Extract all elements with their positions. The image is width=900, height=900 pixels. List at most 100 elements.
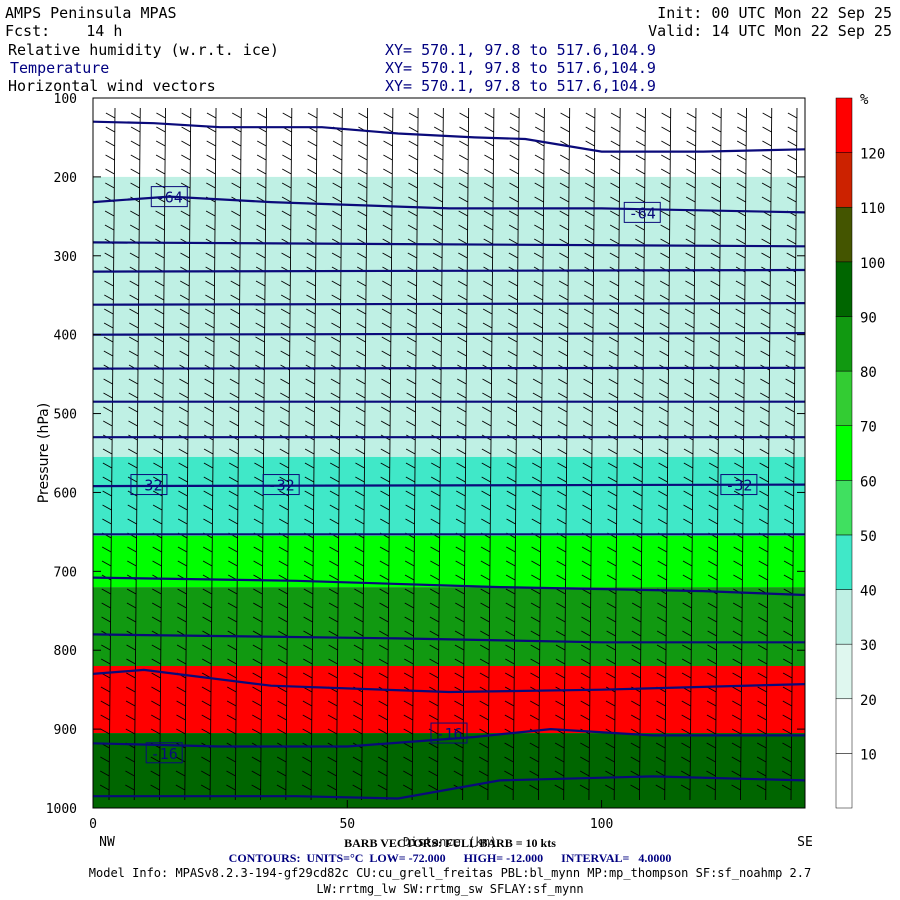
temperature-contour-0 [92,120,806,153]
barb-column-21 [630,107,646,801]
x-tick-label: 50 [339,817,355,832]
field-xy-rh: XY= 570.1, 97.8 to 517.6,104.9 [385,41,656,59]
barb-column-18 [554,107,571,801]
rh-band-1 [93,176,805,457]
rh-band-2 [93,456,805,536]
y-tick-label: 900 [54,723,77,738]
fcst-label: Fcst: [5,22,51,40]
contour-label-box [150,186,188,208]
contour-label-box [130,474,168,496]
model-title: AMPS Peninsula MPAS [5,4,177,22]
colorbar-swatch-7 [835,370,853,426]
temperature-contour-9 [92,483,806,488]
field-name-temperature: Temperature [10,59,110,77]
contour-label-box [430,722,468,744]
colorbar-swatch-6 [835,425,853,481]
barb-column-22 [655,107,672,801]
y-tick-label: 100 [54,92,77,107]
field-xy-wind: XY= 570.1, 97.8 to 517.6,104.9 [385,77,656,95]
colorbar-label: 50 [860,529,877,545]
temperature-contour-13 [92,668,806,694]
y-tick-label: 400 [54,329,77,344]
wind-barbs [99,107,798,801]
temperature-contours [92,120,806,800]
barb-column-19 [579,107,596,801]
rh-band-5 [93,666,805,734]
field-xy-temperature: XY= 570.1, 97.8 to 517.6,104.9 [385,59,656,77]
temperature-contour-12 [92,633,805,644]
barb-column-10 [352,107,369,801]
colorbar-swatch-1 [835,698,853,754]
temperature-contour-3 [92,268,806,273]
contour-label-box [623,201,661,223]
barb-column-11 [377,107,394,801]
contour-label-text: -32 [268,477,295,495]
colorbar-swatch-2 [835,643,853,700]
y-tick-label: 300 [54,250,77,265]
contour-label--16-1: -16 [430,722,468,744]
contour-label-text: -16 [151,745,178,763]
colorbar-label: 90 [860,310,877,326]
barb-column-4 [200,107,217,801]
colorbar-label: 20 [860,693,877,709]
colorbar: 10 20 30 40 50 60 70 80 90 100 110 120% [835,92,885,809]
y-tick-label: 200 [54,171,77,186]
colorbar-label: 10 [860,747,877,763]
x-end-label-right: SE [797,835,813,850]
temperature-contour-4 [92,302,806,306]
temperature-contour-14 [92,727,805,748]
colorbar-swatch-3 [835,589,853,645]
colorbar-label: 110 [860,201,885,217]
y-tick-label: 500 [54,408,77,423]
contour-label-box [262,474,300,496]
colorbar-swatch-8 [835,316,853,372]
contour-label-text: -64 [156,189,183,207]
colorbar-swatch-10 [835,206,853,263]
y-axis-label: Pressure (hPa) [36,403,52,503]
colorbar-swatch-9 [835,261,853,317]
colorbar-label: 120 [860,147,885,163]
contour-label-box [720,474,758,496]
rh-band-4 [93,587,805,666]
barb-column-23 [680,107,697,801]
y-tick-label: 800 [54,644,77,659]
contour-label-text: -32 [135,477,162,495]
barb-column-9 [327,107,343,801]
colorbar-label: 40 [860,584,877,600]
barb-column-6 [251,107,268,801]
rh-shading [93,98,805,808]
barb-column-27 [781,107,798,801]
barb-column-1 [125,107,141,801]
x-tick-label: 0 [89,817,97,832]
contour-label-box [145,742,183,764]
colorbar-swatch-5 [835,480,853,536]
contour-label-text: -64 [629,204,656,222]
barb-column-12 [402,107,419,801]
axes: 100 200 300 400 500 600 700 800 900 1000 0 50 100 NW S… [46,92,813,850]
colorbar-swatch-11 [835,152,853,208]
colorbar-swatch-4 [835,534,853,590]
colorbar-label: 80 [860,365,877,381]
temperature-contour-5 [92,332,806,336]
barb-column-8 [301,107,318,801]
temperature-contour-11 [92,576,806,597]
contour-label-text: -16 [435,725,462,743]
barb-column-2 [150,107,166,801]
barb-column-15 [478,107,495,801]
model-info: Model Info: MPASv8.2.3-194-gf29cd82c CU:… [88,866,812,880]
barb-column-16 [504,107,520,801]
barb-column-20 [605,107,621,801]
contour-label--64-0: -64 [150,186,188,208]
field-name-wind: Horizontal wind vectors [8,77,216,95]
rh-band-0 [93,98,805,177]
barb-column-25 [731,107,747,801]
init-time: Init: 00 UTC Mon 22 Sep 25 [657,4,892,22]
fcst-value: 14 h [86,22,123,40]
colorbar-unit: % [860,92,869,108]
barb-column-14 [453,107,470,801]
contour-labels: -64 -64 -32 -32 -32 -16 -16 [130,186,758,764]
forecast-label: Fcst: 14 h [5,22,122,40]
barb-column-7 [276,107,293,801]
colorbar-swatch-0 [835,753,853,809]
y-tick-label: 700 [54,565,77,580]
